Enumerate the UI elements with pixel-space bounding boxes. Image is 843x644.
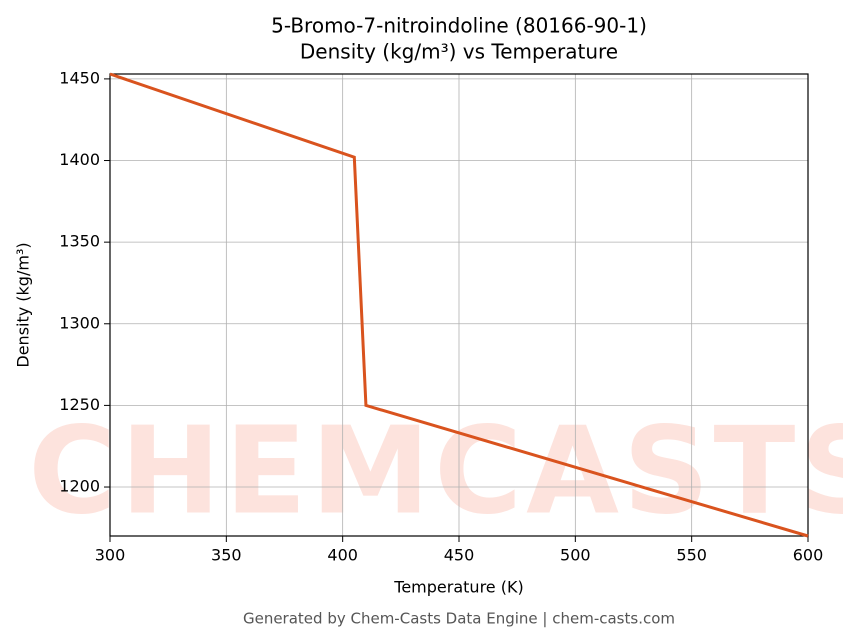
x-tick-label: 450 [444,546,475,565]
y-tick-label: 1250 [59,395,100,414]
y-tick-label: 1350 [59,232,100,251]
y-tick-label: 1450 [59,68,100,87]
x-tick-label: 600 [793,546,824,565]
y-tick-label: 1200 [59,477,100,496]
x-axis-label: Temperature (K) [393,578,523,597]
x-tick-label: 350 [211,546,242,565]
y-tick-label: 1300 [59,313,100,332]
plot-frame [109,73,809,537]
x-tick-label: 500 [560,546,591,565]
x-tick-label: 550 [676,546,707,565]
watermark: CHEMCASTS [28,403,843,542]
data-line [109,72,809,538]
chart-title: 5-Bromo-7-nitroindoline (80166-90-1) [271,14,647,38]
y-tick-label: 1400 [59,150,100,169]
footer: Generated by Chem-Casts Data Engine | ch… [243,610,675,628]
x-tick-label: 400 [327,546,358,565]
y-axis-label: Density (kg/m³) [14,242,33,367]
chart-subtitle: Density (kg/m³) vs Temperature [300,40,618,64]
x-tick-label: 300 [95,546,126,565]
